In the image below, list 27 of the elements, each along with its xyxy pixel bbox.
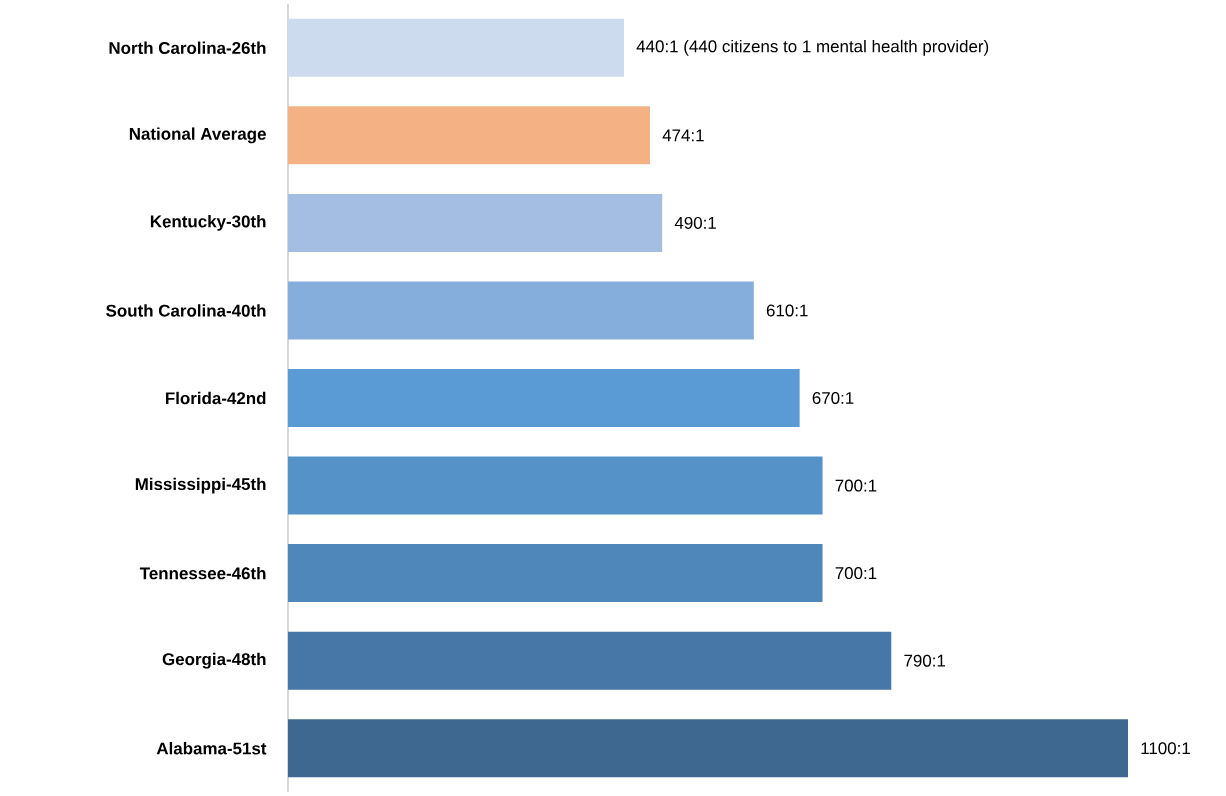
y-tick-label: Georgia-48th (162, 652, 266, 669)
y-tick-label: Kentucky-30th (150, 215, 266, 231)
data-label: 474:1 (662, 129, 704, 142)
y-tick-label: Mississippi-45th (135, 477, 266, 494)
bar (288, 281, 754, 340)
bar (288, 369, 800, 428)
data-label: 700:1 (835, 567, 877, 580)
data-label: 790:1 (904, 654, 946, 667)
bar (288, 193, 663, 252)
y-tick-label: Tennessee-46th (139, 566, 266, 580)
bar (288, 631, 892, 690)
bar (288, 719, 1129, 778)
bar (288, 18, 624, 77)
data-label: 440:1 (440 citizens to 1 mental health provider) (636, 39, 989, 56)
y-tick-label: Florida-42nd (165, 391, 266, 405)
data-label: 1100:1 (1141, 742, 1190, 755)
bar (288, 456, 823, 515)
data-label: 700:1 (835, 479, 877, 492)
data-label: 670:1 (812, 392, 854, 405)
data-label: 610:1 (766, 304, 808, 317)
y-tick-label: North Carolina-26th (109, 41, 266, 55)
y-tick-label: South Carolina-40th (106, 304, 266, 317)
data-label: 490:1 (674, 216, 716, 229)
y-tick-label: National Average (129, 127, 266, 144)
y-tick-label: Alabama-51st (156, 742, 267, 755)
bar (288, 106, 650, 165)
bar (288, 544, 823, 603)
